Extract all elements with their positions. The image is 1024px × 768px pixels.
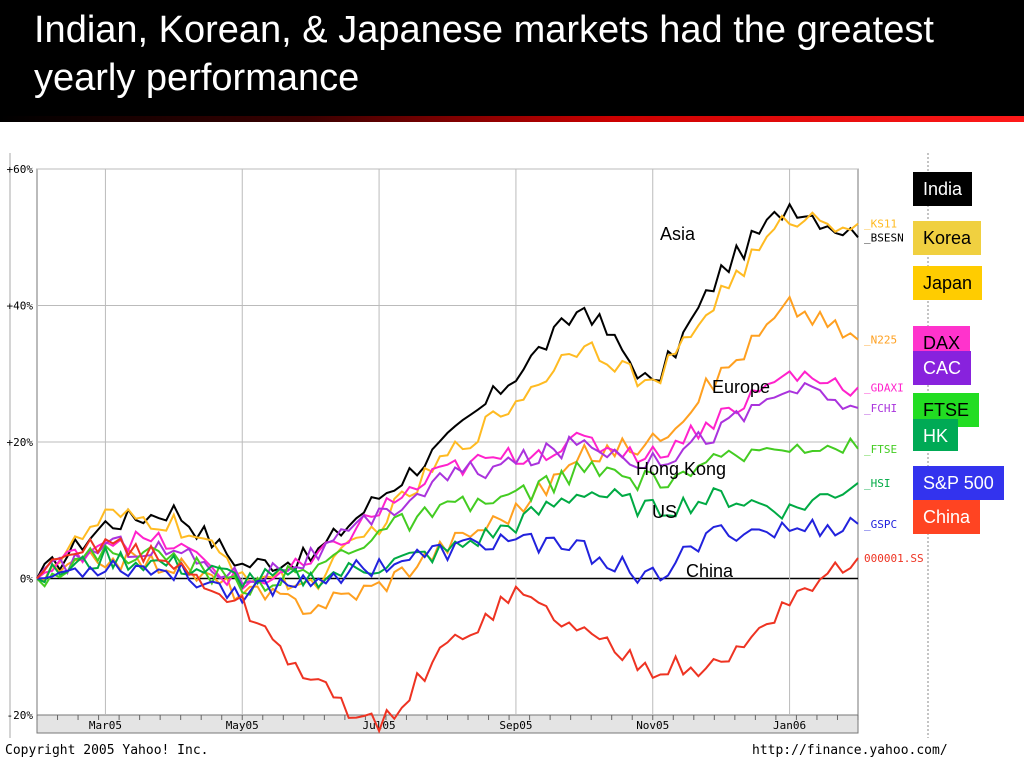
annotation-china: China — [686, 561, 734, 581]
x-tick-label: Mar05 — [89, 719, 122, 732]
y-tick-label: 0% — [20, 573, 34, 586]
legend-box-hk: HK — [913, 419, 959, 451]
y-tick-label: +60% — [7, 163, 34, 176]
title-underline — [0, 116, 1024, 122]
copyright-text: Copyright 2005 Yahoo! Inc. — [5, 743, 209, 758]
annotation-europe: Europe — [712, 377, 771, 397]
legend-box-china: China — [913, 500, 981, 534]
x-tick-label: Sep05 — [499, 719, 532, 732]
y-tick-label: +20% — [7, 436, 34, 449]
series-end-label: 000001.SS — [864, 552, 924, 565]
legend-box-india: India — [913, 172, 973, 206]
legend-box-korea: Korea — [913, 221, 982, 255]
title-bar: Indian, Korean, & Japanese markets had t… — [0, 0, 1024, 116]
legend-box-japan: Japan — [913, 266, 983, 300]
x-tick-label: May05 — [226, 719, 259, 732]
series-end-label: _GDAXI — [864, 381, 904, 394]
series-line-bsesn — [36, 202, 859, 579]
series-end-label: _FCHI — [864, 402, 897, 415]
series-line-hsi — [36, 482, 859, 590]
legend-box-sp500: S&P 500 — [913, 466, 1004, 500]
source-url-link[interactable]: http://finance.yahoo.com/ — [752, 743, 948, 758]
series-line-ftse — [36, 436, 859, 596]
series-end-label: _HSI — [864, 477, 891, 490]
series-line-n225 — [36, 295, 859, 615]
series-end-label: _GSPC — [864, 518, 897, 531]
y-tick-label: -20% — [7, 709, 34, 722]
x-tick-label: Jul05 — [363, 719, 396, 732]
series-line-000001ss — [36, 537, 859, 734]
x-tick-label: Nov05 — [636, 719, 669, 732]
series-line-gspc — [36, 516, 859, 605]
x-tick-label: Jan06 — [773, 719, 806, 732]
legend-box-cac: CAC — [913, 351, 972, 385]
series-end-label: _KS11 — [864, 218, 897, 231]
y-tick-label: +40% — [7, 300, 34, 313]
series-end-label: _BSESN — [864, 231, 904, 244]
chart: -20% 0% +20% +40% +60% Mar05 May05 Jul05 Sep05 No… — [7, 153, 929, 738]
series-end-label: _FTSE — [864, 443, 897, 456]
series-end-label: _N225 — [864, 334, 897, 347]
series-line-fchi — [36, 381, 859, 586]
annotation-asia: Asia — [660, 224, 696, 244]
slide-title: Indian, Korean, & Japanese markets had t… — [34, 9, 934, 99]
annotation-hong-kong: Hong Kong — [636, 459, 727, 479]
series-line-gdaxi — [36, 370, 859, 591]
annotation-us: US — [652, 502, 678, 522]
series-line-ks11 — [36, 211, 859, 591]
